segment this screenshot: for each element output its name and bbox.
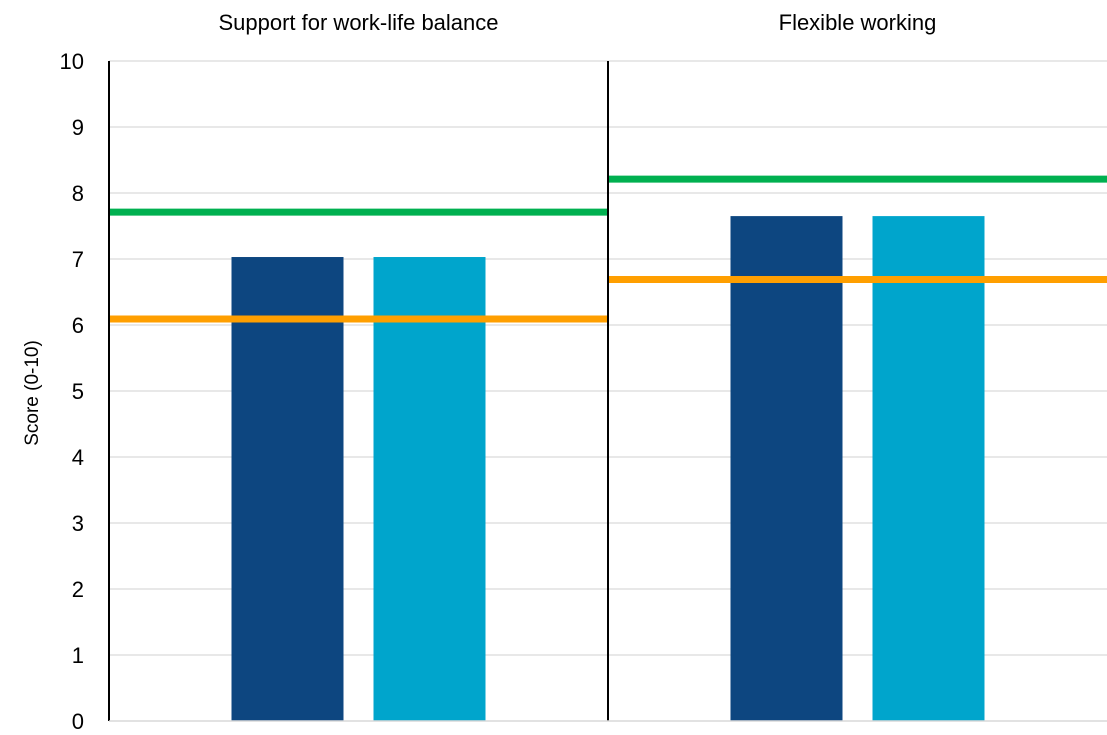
y-tick-label: 7: [72, 247, 84, 272]
axes: [108, 61, 1107, 722]
panel-title: Flexible working: [779, 10, 937, 35]
y-tick-label: 5: [72, 379, 84, 404]
bar: [373, 257, 486, 721]
y-tick-label: 10: [60, 49, 84, 74]
y-tick-label: 0: [72, 709, 84, 734]
bar: [231, 257, 344, 721]
y-axis-ticks: 0 1 2 3 4 5 6 7 8 9 10: [60, 49, 84, 734]
panel: Flexible working: [608, 10, 1107, 721]
y-tick-label: 3: [72, 511, 84, 536]
panel-title: Support for work-life balance: [218, 10, 498, 35]
y-tick-label: 2: [72, 577, 84, 602]
y-tick-label: 4: [72, 445, 84, 470]
y-tick-label: 8: [72, 181, 84, 206]
panels: Support for work-life balance Flexible wo…: [109, 10, 1107, 721]
y-axis-label: Score (0-10): [22, 340, 43, 446]
y-tick-label: 9: [72, 115, 84, 140]
bar: [730, 216, 843, 721]
panel: Support for work-life balance: [109, 10, 608, 721]
y-tick-label: 1: [72, 643, 84, 668]
y-tick-label: 6: [72, 313, 84, 338]
bar: [872, 216, 985, 721]
